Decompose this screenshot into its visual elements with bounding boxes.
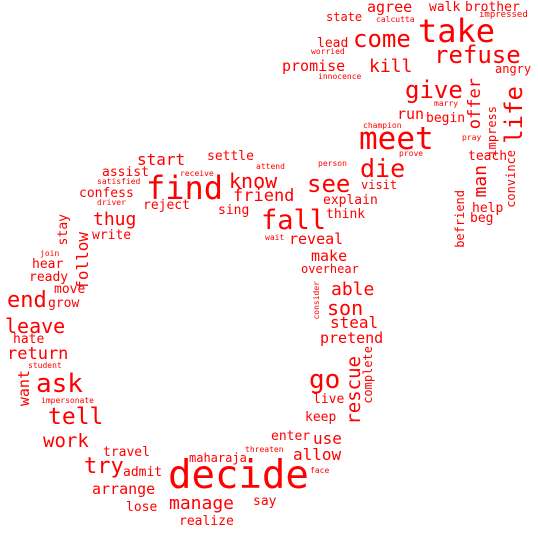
word-think: think	[326, 207, 366, 222]
word-help: help	[472, 201, 504, 216]
word-come: come	[353, 25, 411, 53]
word-prove: prove	[399, 149, 424, 158]
word-ask: ask	[36, 369, 83, 399]
word-impersonate: impersonate	[41, 396, 94, 405]
word-overhear: overhear	[301, 262, 359, 276]
word-give: give	[405, 76, 463, 104]
word-agree: agree	[367, 0, 413, 16]
word-lead: lead	[317, 36, 349, 51]
word-walk: walk	[429, 0, 461, 15]
word-receive: receive	[180, 169, 214, 178]
word-work: work	[43, 430, 89, 452]
word-manage: manage	[169, 493, 235, 514]
word-visit: visit	[361, 178, 398, 192]
word-impressed: impressed	[479, 10, 528, 20]
word-life: life	[500, 86, 528, 144]
word-friend: friend	[233, 186, 295, 206]
word-live: live	[313, 392, 345, 407]
word-try: try	[84, 454, 124, 479]
word-explain: explain	[323, 193, 378, 208]
word-enter: enter	[271, 429, 311, 444]
word-realize: realize	[179, 514, 234, 529]
word-keep: keep	[305, 410, 337, 425]
word-admit: admit	[123, 465, 163, 480]
word-join: join	[40, 249, 60, 258]
word-thug: thug	[93, 209, 137, 230]
word-see: see	[307, 170, 351, 198]
word-make: make	[311, 247, 348, 265]
word-decide: decide	[168, 453, 309, 498]
word-son: son	[327, 296, 364, 320]
word-promise: promise	[282, 57, 346, 75]
word-return: return	[7, 344, 69, 364]
word-sing: sing	[218, 203, 250, 218]
word-die: die	[360, 154, 406, 183]
word-fall: fall	[261, 205, 327, 236]
word-begin: begin	[426, 111, 466, 126]
word-travel: travel	[103, 445, 150, 460]
word-face: face	[310, 466, 330, 475]
word-marry: marry	[434, 99, 459, 108]
word-driver: driver	[97, 198, 126, 207]
word-tell: tell	[48, 404, 104, 430]
word-attend: attend	[256, 162, 285, 171]
word-take: take	[418, 12, 496, 50]
word-man: man	[470, 165, 491, 198]
word-maharaja: maharaja	[189, 451, 247, 465]
word-pretend: pretend	[320, 329, 384, 347]
word-leave: leave	[5, 314, 66, 338]
word-worried: worried	[311, 47, 345, 56]
word-teach: teach	[468, 149, 508, 164]
word-hear: hear	[32, 257, 64, 272]
word-threaten: threaten	[245, 445, 284, 454]
word-assist: assist	[102, 165, 149, 180]
word-hate: hate	[13, 332, 45, 347]
word-champion: champion	[363, 121, 402, 130]
word-meet: meet	[359, 121, 434, 157]
word-start: start	[137, 150, 186, 169]
word-allow: allow	[293, 445, 342, 464]
word-refuse: refuse	[434, 41, 521, 69]
word-stay: stay	[56, 214, 71, 246]
word-state: state	[326, 10, 363, 24]
word-settle: settle	[207, 149, 254, 164]
word-write: write	[92, 228, 132, 243]
word-convince: convince	[504, 150, 518, 208]
word-pray: pray	[462, 133, 482, 142]
word-grow: grow	[48, 296, 80, 311]
word-person: person	[318, 159, 347, 168]
word-reject: reject	[143, 198, 190, 213]
word-run: run	[397, 105, 425, 123]
word-ready: ready	[29, 270, 69, 285]
word-befriend: befriend	[453, 190, 467, 248]
word-innocence: innocence	[318, 72, 362, 81]
word-satisfied: satisfied	[97, 177, 141, 186]
word-consider: consider	[312, 281, 321, 320]
word-know: know	[229, 169, 278, 193]
word-calcutta: calcutta	[376, 15, 415, 24]
word-angry: angry	[495, 62, 532, 76]
word-find: find	[146, 169, 224, 207]
word-go: go	[309, 365, 341, 395]
word-use: use	[313, 429, 342, 448]
word-reveal: reveal	[289, 230, 344, 248]
word-wait: wait	[265, 233, 285, 242]
word-rescue: rescue	[343, 356, 365, 425]
word-say: say	[253, 494, 277, 509]
word-want: want	[15, 370, 33, 407]
word-arrange: arrange	[92, 480, 156, 498]
word-brother: brother	[465, 0, 520, 15]
word-beg: beg	[470, 211, 494, 226]
word-offer: offer	[465, 78, 485, 130]
word-able: able	[331, 279, 375, 300]
word-move: move	[54, 282, 86, 297]
word-student: student	[28, 361, 62, 370]
word-confess: confess	[79, 186, 134, 201]
word-steal: steal	[330, 313, 379, 332]
word-lose: lose	[126, 500, 158, 515]
word-kill: kill	[369, 56, 413, 77]
word-end: end	[7, 288, 47, 313]
